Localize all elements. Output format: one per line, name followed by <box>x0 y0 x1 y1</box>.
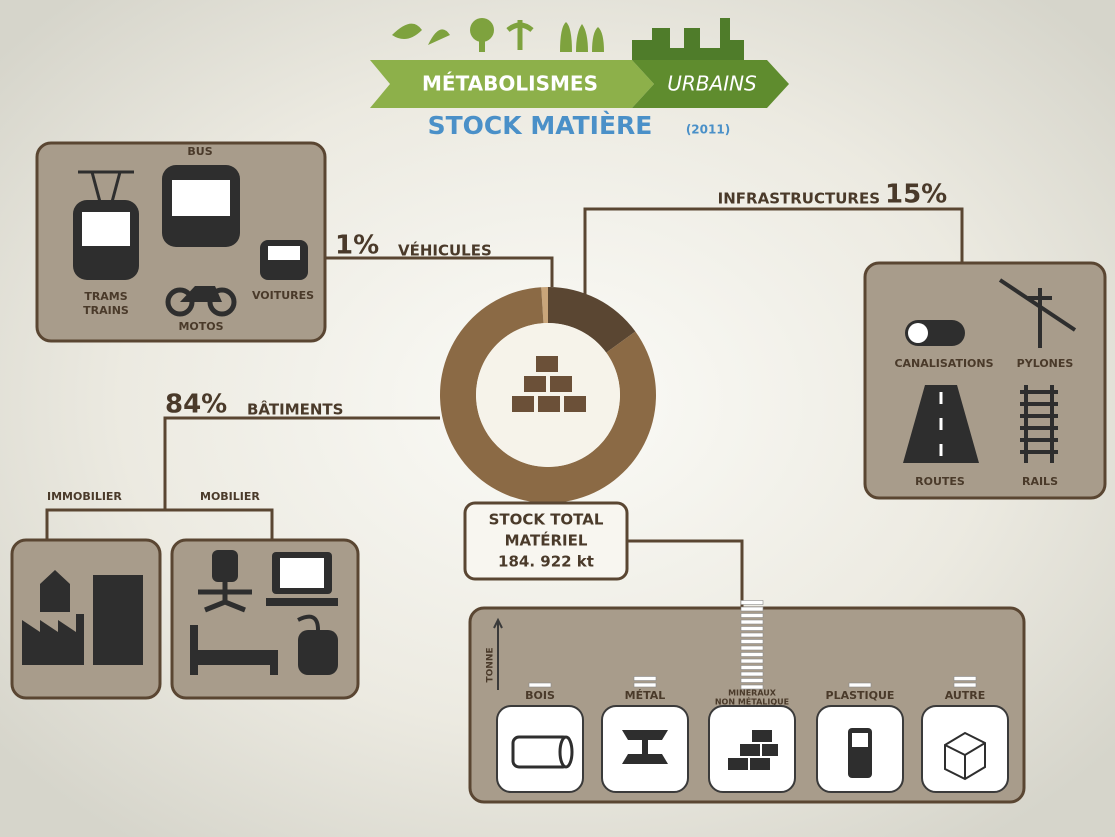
tonnage-bar <box>740 639 764 644</box>
material-icons <box>511 728 986 781</box>
tonnage-bar <box>740 671 764 677</box>
material-label: BOIS <box>525 689 555 702</box>
total-line: MATÉRIEL <box>505 531 588 550</box>
tonnage-bar <box>953 682 977 688</box>
tonnage-bar <box>740 613 764 618</box>
tonnage-bar <box>740 665 764 670</box>
total-line: 184. 922 kt <box>498 553 594 571</box>
infrastructure-box <box>863 261 1107 500</box>
axis-arrow <box>493 617 503 690</box>
tonnage-bar <box>740 632 764 638</box>
vehicle-label: TRAINS <box>83 304 129 317</box>
building-label: IMMOBILIER <box>47 490 122 503</box>
building-label: MOBILIER <box>200 490 260 503</box>
connectors <box>45 207 964 608</box>
tonnage-bar <box>740 652 764 657</box>
value-label: 84% <box>165 390 227 420</box>
bricks-icon <box>512 356 586 412</box>
vehicle-label: VOITURES <box>252 289 314 302</box>
material-tile <box>921 705 1009 793</box>
tonnage-bar <box>740 619 764 625</box>
tonnage-bar <box>740 678 764 683</box>
subtitle: STOCK MATIÈRE <box>428 111 653 140</box>
infrastructure-label: ROUTES <box>915 475 965 488</box>
donut-segment <box>541 287 548 324</box>
tonnage-bars <box>848 682 872 688</box>
tonnage-bar <box>528 682 552 688</box>
tonnage-bar <box>740 658 764 664</box>
title-right: URBAINS <box>667 72 757 96</box>
category-label: BÂTIMENTS <box>247 400 343 419</box>
material-label: AUTRE <box>945 689 986 702</box>
value-label: 1% <box>335 231 379 261</box>
tonnage-bars <box>953 676 977 688</box>
category-label: INFRASTRUCTURES <box>718 190 880 208</box>
vehicle-label: BUS <box>187 145 212 158</box>
tonnage-bars <box>528 682 552 688</box>
tonnage-bars <box>633 676 657 688</box>
vehicle-label: MOTOS <box>178 320 223 333</box>
tonnage-bar <box>953 676 977 681</box>
tonnage-bar <box>740 606 764 612</box>
donut-segment <box>548 287 636 353</box>
value-label: 15% <box>885 180 947 210</box>
vehicle-icons <box>73 165 308 317</box>
header-art <box>370 18 789 108</box>
total-box <box>463 501 629 581</box>
building-icons <box>22 550 338 675</box>
tonnage-bar <box>633 676 657 681</box>
materials: BOIS MÉTAL MINÉRAUX PLASTIQUE AUTRE <box>496 600 1009 793</box>
tonnage-bar <box>740 626 764 631</box>
tonnage-bar <box>740 684 764 690</box>
donut <box>440 287 656 503</box>
tonnage-bar <box>740 645 764 651</box>
material-label: MINÉRAUX <box>728 687 777 698</box>
material-label: PLASTIQUE <box>826 689 895 702</box>
tonnage-bar <box>633 682 657 688</box>
title-left: MÉTABOLISMES <box>422 72 598 96</box>
axis-label: TONNE <box>486 647 496 682</box>
vehicle-label: TRAMS <box>84 290 127 303</box>
infrastructure-icons <box>903 278 1077 463</box>
infrastructure-label: PYLONES <box>1017 357 1074 370</box>
infrastructure-label: RAILS <box>1022 475 1058 488</box>
material-label: MÉTAL <box>625 689 666 702</box>
category-label: VÉHICULES <box>398 241 492 260</box>
material-subnote: NON MÉTALIQUE <box>715 696 789 707</box>
donut-hole <box>476 323 620 467</box>
year: (2011) <box>686 123 730 137</box>
total-line: STOCK TOTAL <box>489 511 604 529</box>
infrastructure-label: CANALISATIONS <box>894 357 993 370</box>
material-tile <box>496 705 584 793</box>
tonnage-bars <box>740 600 764 690</box>
donut-segment <box>440 287 656 503</box>
tonnage-bar <box>848 682 872 688</box>
tonnage-bar <box>740 600 764 605</box>
